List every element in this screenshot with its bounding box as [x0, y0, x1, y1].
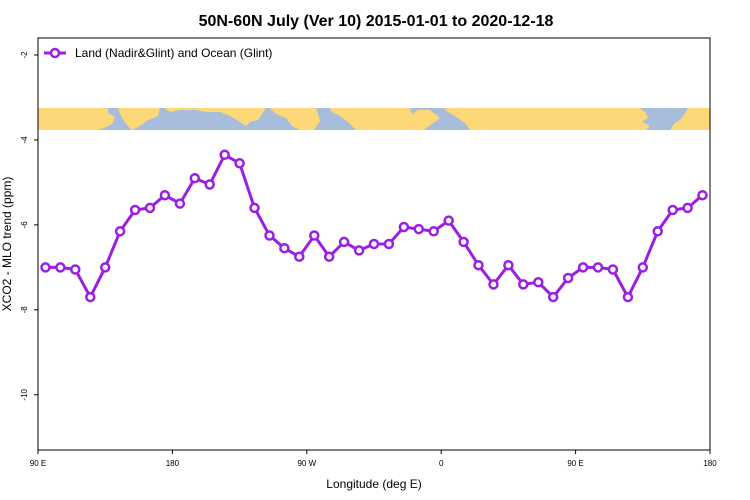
data-point — [234, 158, 245, 169]
data-point — [443, 215, 454, 226]
data-point — [592, 262, 604, 273]
map-strip — [38, 108, 710, 130]
data-point — [473, 259, 484, 271]
data-point — [204, 179, 215, 190]
data-point — [458, 236, 469, 248]
data-point — [189, 172, 201, 184]
data-point — [174, 198, 186, 209]
data-point — [338, 236, 350, 248]
data-point — [398, 221, 410, 233]
data-point — [607, 264, 619, 275]
data-point — [652, 226, 663, 237]
data-point — [368, 238, 380, 250]
series-layer — [40, 149, 708, 303]
data-point — [413, 223, 425, 235]
data-point — [219, 149, 230, 161]
x-tick-label: 180 — [703, 459, 717, 468]
y-tick-label: -6 — [20, 221, 29, 229]
x-axis-label: Longitude (deg E) — [326, 477, 421, 491]
data-point — [428, 226, 439, 237]
series-line — [45, 153, 704, 299]
data-point — [99, 262, 111, 273]
legend-marker — [49, 47, 61, 59]
chart-title: 50N-60N July (Ver 10) 2015-01-01 to 2020… — [199, 13, 554, 30]
plot-frame — [37, 37, 711, 451]
data-point — [667, 204, 678, 216]
x-tick-label: 90 E — [30, 459, 46, 468]
data-point — [562, 272, 574, 284]
data-point — [159, 189, 171, 201]
data-point — [518, 279, 529, 290]
x-tick-label: 90 W — [297, 459, 316, 468]
data-point — [383, 238, 395, 250]
data-point — [488, 279, 499, 290]
data-point — [249, 202, 260, 214]
data-point — [697, 189, 708, 201]
x-tick-label: 180 — [166, 459, 180, 468]
data-point — [55, 262, 66, 273]
x-tick-label: 0 — [439, 459, 444, 468]
data-point — [309, 230, 320, 241]
data-point — [114, 226, 126, 237]
data-point — [40, 262, 51, 273]
data-point — [129, 204, 141, 216]
data-point — [323, 251, 335, 262]
data-point — [353, 245, 365, 256]
legend-label: Land (Nadir&Glint) and Ocean (Glint) — [75, 46, 272, 60]
data-point — [503, 259, 514, 271]
map-strip-land — [38, 108, 710, 130]
x-axis: 90 E 180 90 W 0 90 E 180 — [30, 450, 717, 468]
data-point — [85, 291, 96, 303]
y-axis-label: XCO2 - MLO trend (ppm) — [0, 177, 14, 312]
y-tick-label: -2 — [20, 51, 29, 59]
data-point — [622, 291, 634, 303]
y-tick-label: -4 — [20, 136, 29, 144]
y-tick-label: -10 — [20, 388, 29, 400]
data-point — [70, 264, 81, 275]
y-axis: -2 -4 -6 -8 -10 — [20, 51, 38, 401]
y-tick-label: -8 — [20, 306, 29, 314]
legend: Land (Nadir&Glint) and Ocean (Glint) — [44, 46, 272, 60]
data-point — [547, 291, 559, 303]
x-tick-label: 90 E — [567, 459, 583, 468]
data-point — [264, 230, 275, 241]
data-point — [144, 202, 156, 214]
data-point — [682, 202, 693, 214]
data-point — [637, 262, 649, 273]
data-point — [577, 262, 589, 273]
data-point — [279, 242, 290, 254]
data-point — [533, 276, 544, 288]
data-point — [294, 251, 305, 262]
